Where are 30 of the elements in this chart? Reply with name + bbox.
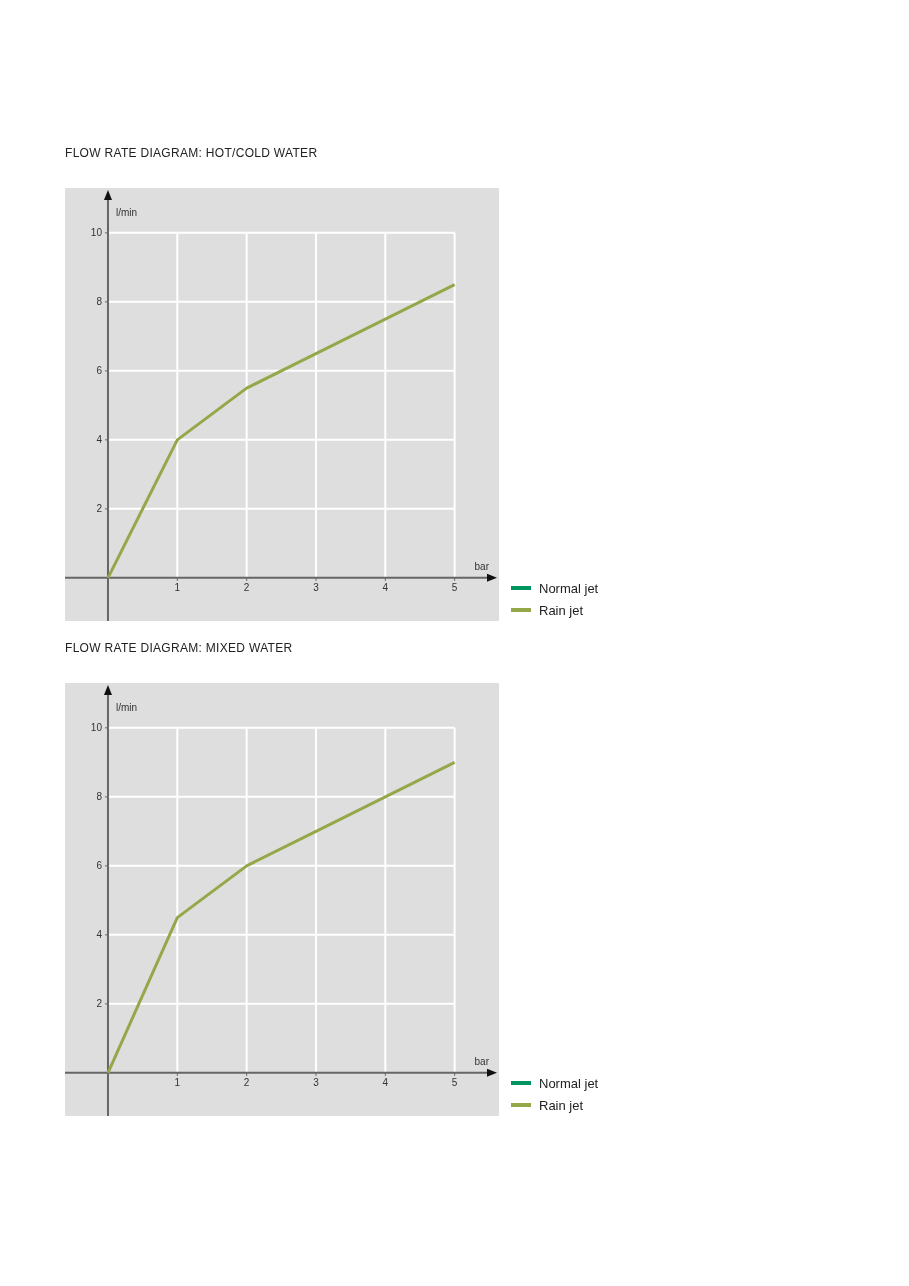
x-tick-label: 5	[451, 1076, 458, 1088]
x-tick-label: 3	[313, 1076, 320, 1088]
y-tick-label: 6	[96, 364, 103, 376]
x-axis-title: bar	[474, 1055, 490, 1067]
legend-label: Rain jet	[539, 602, 584, 618]
y-tick-label: 4	[96, 928, 103, 940]
legend-label: Normal jet	[539, 1075, 599, 1091]
y-tick-label: 8	[96, 295, 103, 307]
chart-title: FLOW RATE DIAGRAM: MIXED WATER	[65, 641, 294, 655]
legend-label: Normal jet	[539, 580, 599, 596]
x-tick-label: 1	[174, 581, 181, 593]
x-tick-label: 2	[243, 1076, 250, 1088]
y-axis-title: l/min	[115, 206, 138, 218]
x-tick-label: 4	[382, 1076, 389, 1088]
x-axis-title: bar	[474, 560, 490, 572]
chart-title: FLOW RATE DIAGRAM: HOT/COLD WATER	[65, 146, 319, 160]
y-tick-label: 8	[96, 790, 103, 802]
y-tick-label: 4	[96, 433, 103, 445]
legend-label: Rain jet	[539, 1097, 584, 1113]
x-tick-label: 1	[174, 1076, 181, 1088]
y-tick-label: 10	[90, 226, 103, 238]
y-tick-label: 2	[96, 997, 103, 1009]
y-tick-label: 2	[96, 502, 103, 514]
x-tick-label: 3	[313, 581, 320, 593]
y-tick-label: 10	[90, 721, 103, 733]
y-axis-title: l/min	[115, 701, 138, 713]
x-tick-label: 4	[382, 581, 389, 593]
x-tick-label: 2	[243, 581, 250, 593]
x-tick-label: 5	[451, 581, 458, 593]
y-tick-label: 6	[96, 859, 103, 871]
